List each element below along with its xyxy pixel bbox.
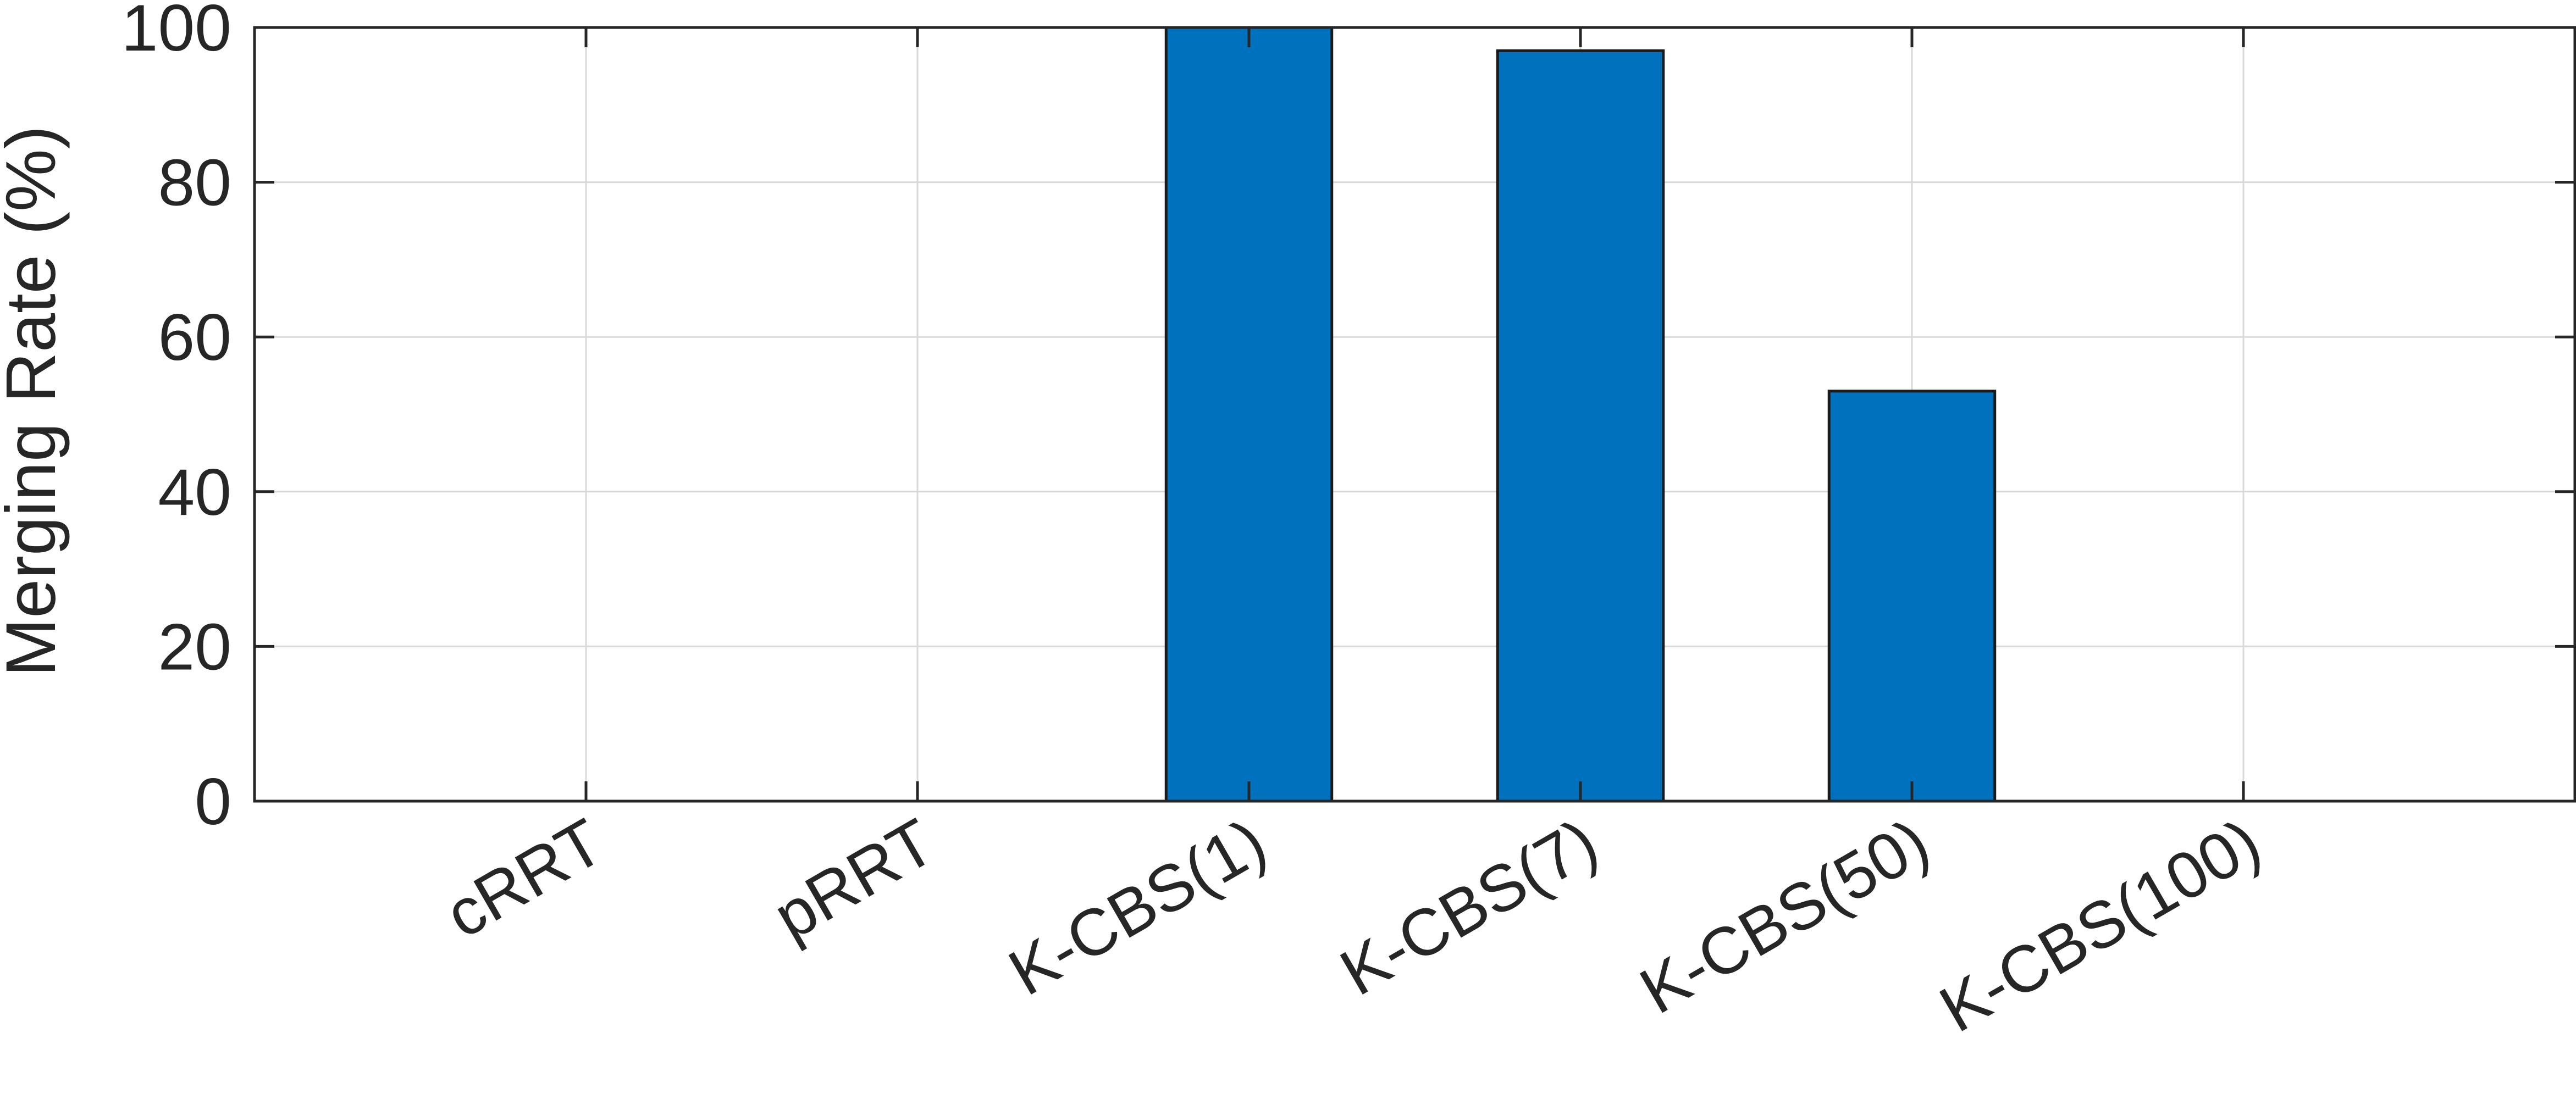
axes xyxy=(253,26,2576,803)
y-axis-label: Merging Rate (%) xyxy=(0,126,70,677)
y-tick-label: 40 xyxy=(158,456,231,529)
y-tick-label: 20 xyxy=(158,610,231,684)
y-tick-label: 60 xyxy=(158,301,231,374)
plot-frame xyxy=(253,26,2576,803)
bar-k-cbs-7 xyxy=(1496,49,1665,803)
y-tick-label: 100 xyxy=(121,0,231,65)
bar-k-cbs-1 xyxy=(1164,26,1334,803)
bars xyxy=(1164,26,1997,803)
y-tick-label: 80 xyxy=(158,146,231,220)
bar-k-cbs-50 xyxy=(1827,390,1997,803)
y-tick-label: 0 xyxy=(195,765,231,839)
